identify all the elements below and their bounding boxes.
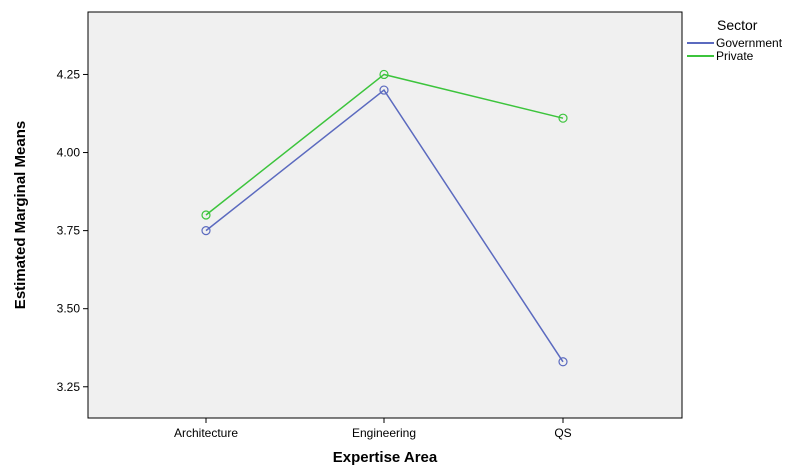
legend-title: Sector: [717, 17, 758, 33]
data-point-private: [558, 113, 568, 123]
x-tick-label: QS: [554, 426, 571, 440]
y-axis-title: Estimated Marginal Means: [12, 121, 29, 309]
y-axis: 3.25 3.50 3.75 4.00 4.25: [57, 67, 88, 394]
data-point-government: [558, 357, 568, 367]
legend-label-government: Government: [716, 36, 783, 50]
data-point-government: [201, 226, 211, 236]
y-tick-label: 4.00: [57, 146, 81, 160]
y-tick-label: 3.25: [57, 380, 81, 394]
x-tick-label: Engineering: [352, 426, 416, 440]
data-point-private: [379, 69, 389, 80]
x-axis: Architecture Engineering QS: [174, 418, 572, 440]
x-tick-label: Architecture: [174, 426, 238, 440]
series-layer: [201, 69, 568, 367]
data-point-private: [201, 210, 211, 220]
series-line-government: [205, 88, 564, 363]
y-tick-label: 3.50: [57, 302, 81, 316]
y-tick-label: 4.25: [57, 67, 81, 81]
legend-label-private: Private: [716, 49, 754, 63]
series-line-private: [205, 73, 564, 216]
y-tick-label: 3.75: [57, 224, 81, 238]
data-point-government: [379, 85, 389, 95]
x-axis-title: Expertise Area: [333, 449, 438, 465]
plot-area: [87, 11, 683, 419]
